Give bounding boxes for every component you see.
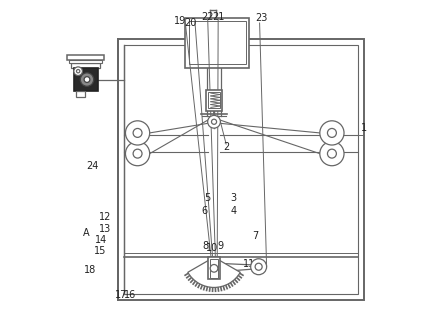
Bar xyxy=(76,92,85,97)
Text: 20: 20 xyxy=(184,18,196,28)
Bar xyxy=(124,45,358,294)
Circle shape xyxy=(251,259,266,275)
Bar xyxy=(189,21,246,64)
Text: 24: 24 xyxy=(86,161,98,172)
Bar xyxy=(206,90,222,111)
Text: 4: 4 xyxy=(230,206,236,216)
Text: 1: 1 xyxy=(361,123,367,133)
Circle shape xyxy=(211,119,217,124)
Bar xyxy=(69,60,102,63)
Text: 19: 19 xyxy=(174,16,186,27)
Circle shape xyxy=(210,265,218,272)
Text: 15: 15 xyxy=(95,246,107,256)
Bar xyxy=(71,63,100,68)
Text: 23: 23 xyxy=(255,13,267,23)
Circle shape xyxy=(133,128,142,137)
Text: 3: 3 xyxy=(230,193,236,203)
Bar xyxy=(119,39,364,300)
Circle shape xyxy=(133,149,142,158)
Circle shape xyxy=(328,128,337,137)
Circle shape xyxy=(74,67,83,76)
Text: 22: 22 xyxy=(202,12,214,22)
Text: 13: 13 xyxy=(99,223,111,234)
Bar xyxy=(185,18,249,68)
Circle shape xyxy=(80,73,94,86)
Text: 8: 8 xyxy=(202,241,208,251)
Text: 18: 18 xyxy=(84,265,96,275)
Circle shape xyxy=(320,121,344,145)
Bar xyxy=(67,55,104,60)
Text: 9: 9 xyxy=(218,241,223,251)
Circle shape xyxy=(328,149,337,158)
Bar xyxy=(208,92,220,108)
Circle shape xyxy=(320,141,344,166)
Text: 16: 16 xyxy=(124,291,136,300)
Text: 11: 11 xyxy=(243,259,255,268)
Bar xyxy=(208,257,220,279)
Text: 10: 10 xyxy=(206,243,218,252)
Wedge shape xyxy=(188,257,240,287)
Bar xyxy=(74,68,98,92)
Circle shape xyxy=(208,116,220,128)
Circle shape xyxy=(255,263,262,270)
Circle shape xyxy=(84,77,90,83)
Text: 17: 17 xyxy=(115,291,127,300)
Text: 2: 2 xyxy=(223,142,229,152)
Text: 14: 14 xyxy=(95,235,108,245)
Text: 21: 21 xyxy=(213,12,225,22)
Text: A: A xyxy=(83,228,89,238)
Circle shape xyxy=(126,121,150,145)
Text: 6: 6 xyxy=(202,206,207,216)
Circle shape xyxy=(76,69,80,73)
Bar xyxy=(210,259,218,278)
Circle shape xyxy=(126,141,150,166)
Text: 12: 12 xyxy=(99,212,111,222)
Text: 7: 7 xyxy=(252,231,258,242)
Text: 5: 5 xyxy=(204,193,210,203)
